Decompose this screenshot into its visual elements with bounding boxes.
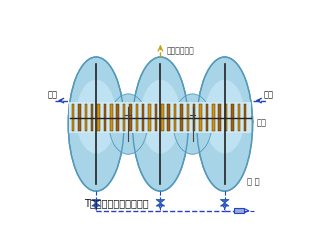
Bar [91,104,93,131]
Ellipse shape [140,80,181,153]
Text: 进水: 进水 [263,91,273,100]
Bar [218,104,221,131]
Bar [193,104,195,131]
Text: T型氧化沟系统工艺流程: T型氧化沟系统工艺流程 [85,198,149,208]
Bar [155,104,157,131]
Bar [199,104,202,131]
Polygon shape [220,200,229,203]
Bar [136,104,138,131]
Bar [97,104,100,131]
Bar [244,104,246,131]
Bar [72,104,74,131]
Bar [212,104,214,131]
Text: 剩余污泥排放: 剩余污泥排放 [167,46,194,55]
Bar [167,104,170,131]
Ellipse shape [173,94,212,154]
Bar [148,104,151,131]
Bar [85,104,87,131]
Ellipse shape [76,80,116,153]
Polygon shape [156,200,165,203]
Polygon shape [156,203,165,206]
Ellipse shape [109,94,147,154]
Bar [78,104,81,131]
Polygon shape [220,203,229,206]
Bar [174,104,176,131]
Bar [234,208,244,213]
Bar [116,104,119,131]
Bar [180,104,183,131]
Ellipse shape [205,80,245,153]
Bar [206,104,208,131]
Bar [129,104,132,131]
Ellipse shape [132,57,188,191]
Polygon shape [92,200,100,203]
Text: 泥 水: 泥 水 [247,177,259,186]
Bar [69,102,251,133]
Ellipse shape [68,57,124,191]
Ellipse shape [197,57,253,191]
Bar [238,104,240,131]
Bar [161,104,163,131]
Bar [225,104,227,131]
Bar [104,104,106,131]
Bar [110,104,112,131]
Polygon shape [92,203,100,206]
Bar [187,104,189,131]
Bar [231,104,234,131]
Text: 出水: 出水 [48,91,58,100]
Bar [123,104,125,131]
Bar [142,104,144,131]
Text: 转刷: 转刷 [256,119,266,128]
